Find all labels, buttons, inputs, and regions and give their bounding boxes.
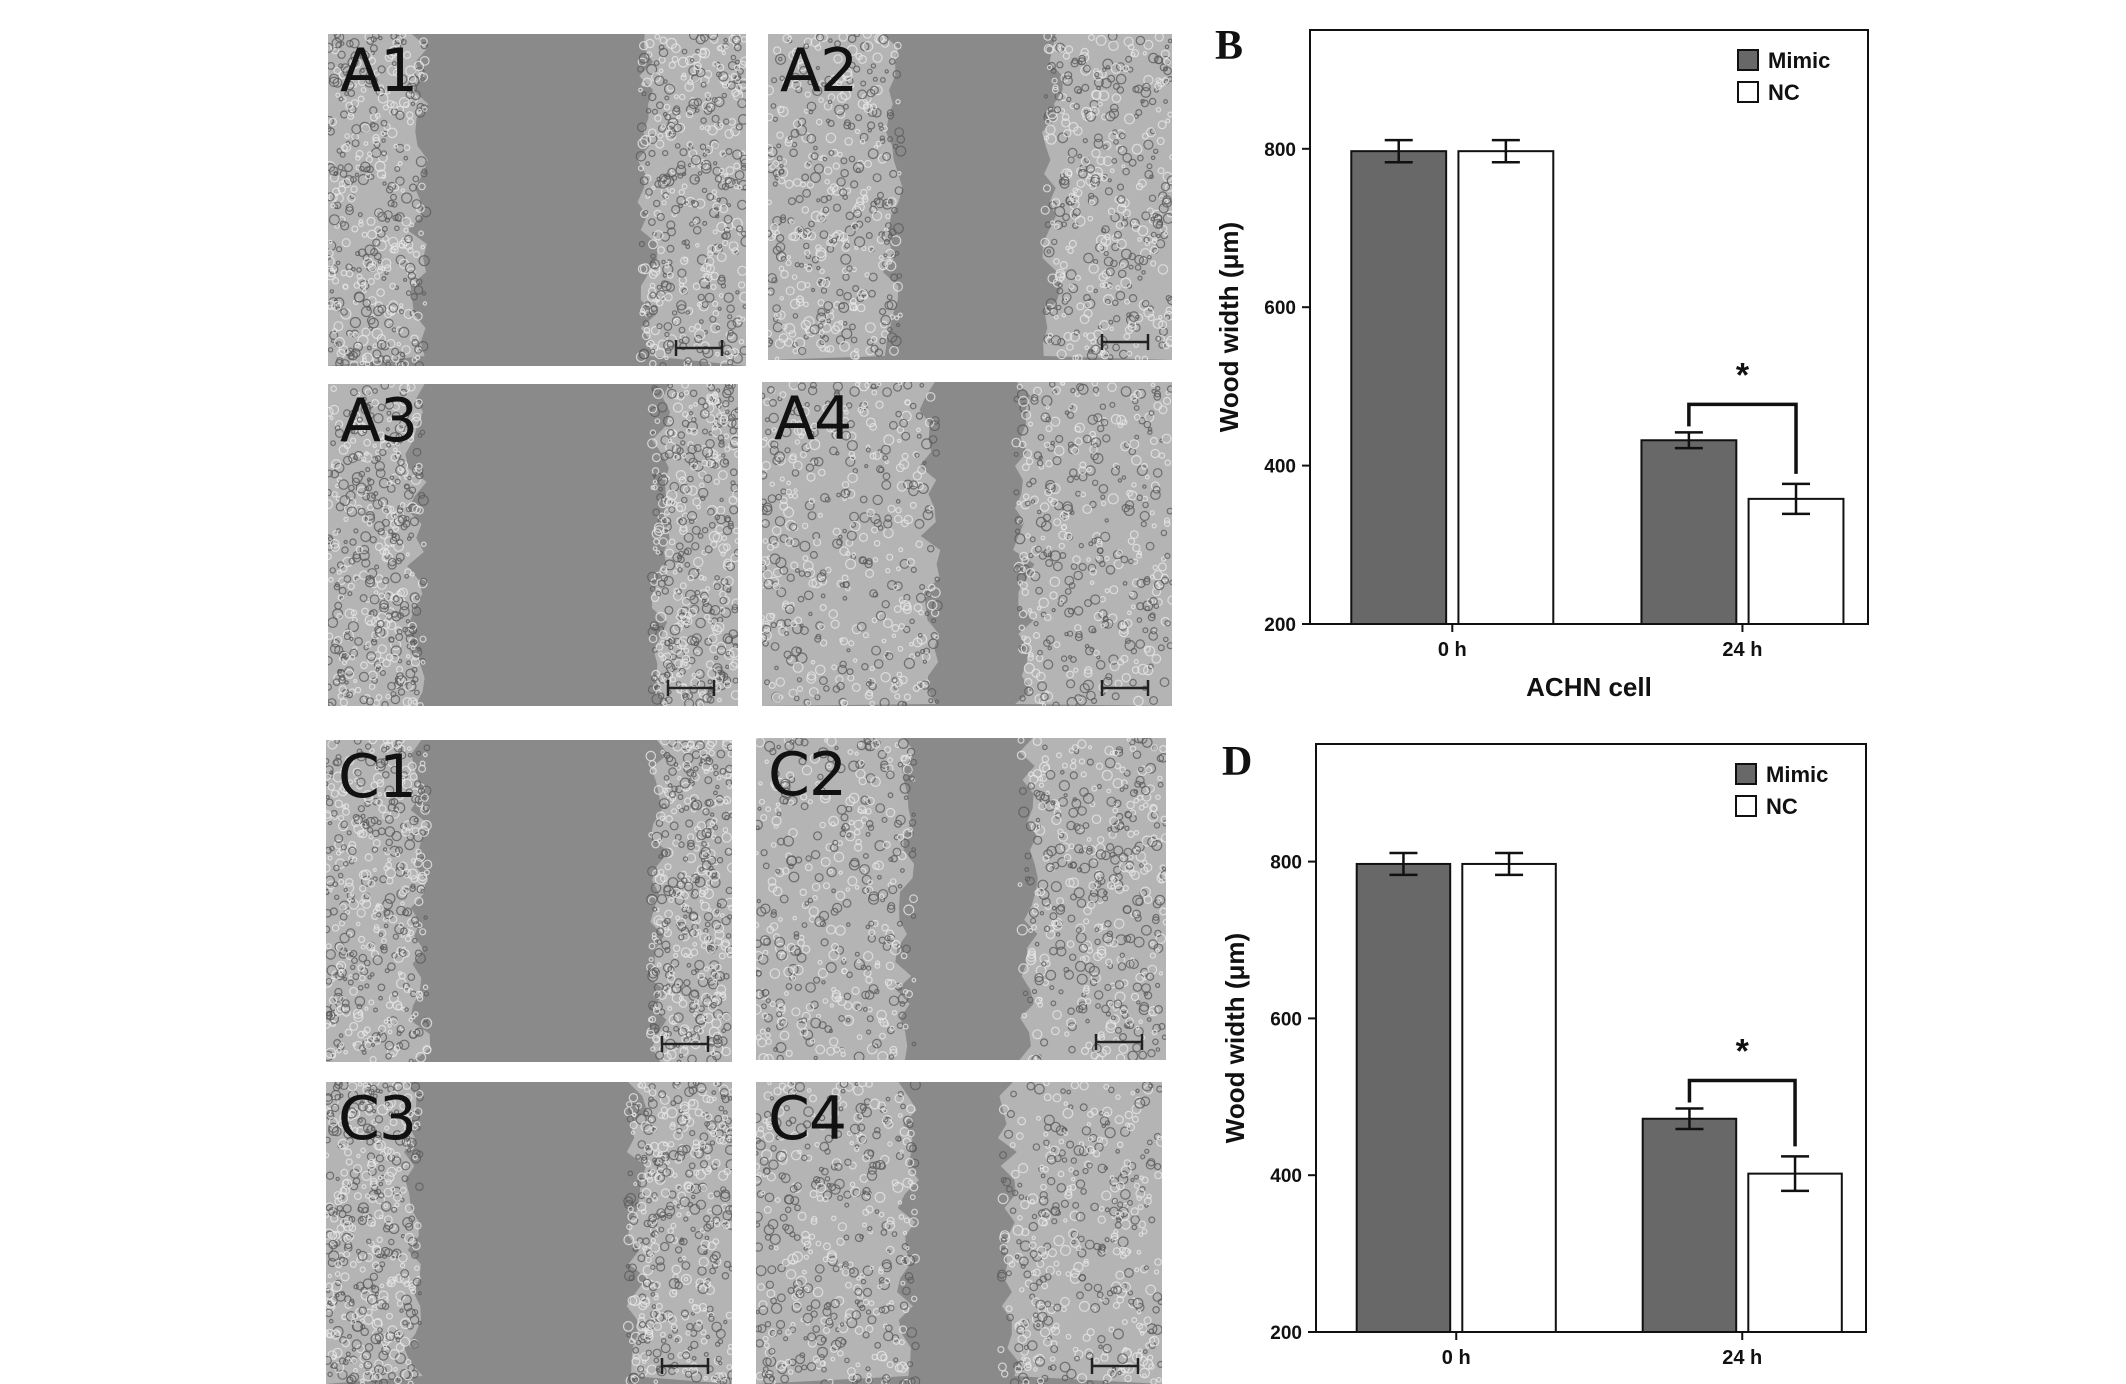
x-tick-label: 24 h [1722,1347,1762,1369]
x-axis-label: ACHN cell [1526,672,1652,702]
y-tick-label: 200 [1264,615,1296,636]
micrograph-image [762,382,1172,706]
micrograph-image [756,738,1166,1060]
legend-label: Mimic [1766,762,1828,787]
micrograph-image [326,1082,732,1384]
micrograph-c4: C4 [756,1082,1162,1384]
micrograph-image [768,34,1172,360]
x-axis-label: 786O cell [1534,1380,1648,1384]
micrograph-a4: A4 [762,382,1172,706]
micrograph-a2: A2 [768,34,1172,360]
legend-label: Mimic [1768,48,1830,73]
panel-letter-d: D [1222,739,1253,785]
micrograph-c1: C1 [326,740,732,1062]
y-tick-label: 800 [1264,140,1296,161]
panel-label: C3 [338,1084,417,1154]
plot-frame [1315,743,1867,1333]
significance-bracket [1687,1078,1797,1147]
panel-label: A2 [780,36,858,106]
panel-letter-b: B [1215,23,1244,69]
significance-marker: * [1736,1033,1750,1071]
bar-mimic-0h [1355,862,1452,1334]
bar-nc-0h [1457,150,1555,625]
significance-marker: * [1736,356,1750,394]
legend-swatch [1737,49,1759,71]
bar-nc-24h [1747,1172,1843,1333]
micrograph-image [326,740,732,1062]
y-tick-label: 400 [1270,1166,1302,1187]
panel-label: A3 [340,386,418,456]
y-tick-label: 200 [1270,1323,1302,1344]
panel-label: A1 [340,36,418,106]
legend-label: NC [1768,80,1800,105]
y-tick-label: 800 [1270,853,1302,874]
y-tick-label: 600 [1264,298,1296,319]
bar-mimic-0h [1350,150,1448,625]
y-axis-label: Wood width (μm) [1220,933,1250,1143]
bar-nc-24h [1747,497,1845,626]
micrograph-image [328,384,738,706]
micrograph-c3: C3 [326,1082,732,1384]
significance-bracket [1687,402,1798,474]
micrograph-a1: A1 [328,34,746,366]
y-tick-label: 600 [1270,1009,1302,1030]
panel-label: C4 [768,1084,847,1154]
micrograph-image [756,1082,1162,1384]
panel-label: A4 [774,384,852,454]
panel-label: C1 [338,742,417,812]
bar-mimic-24h [1640,439,1738,626]
x-tick-label: 0 h [1438,639,1467,661]
bar-mimic-24h [1641,1117,1738,1333]
y-axis-label: Wood width (μm) [1214,222,1244,432]
legend-swatch [1735,795,1757,817]
plot-frame [1309,29,1869,625]
micrograph-image [328,34,746,366]
panel-label: C2 [768,740,847,810]
legend-label: NC [1766,794,1798,819]
micrograph-c2: C2 [756,738,1166,1060]
y-tick-label: 400 [1264,457,1296,478]
bar-nc-0h [1461,862,1557,1334]
x-tick-label: 0 h [1442,1347,1471,1369]
legend-swatch [1737,81,1759,103]
micrograph-a3: A3 [328,384,738,706]
legend-swatch [1735,763,1757,785]
x-tick-label: 24 h [1722,639,1762,661]
